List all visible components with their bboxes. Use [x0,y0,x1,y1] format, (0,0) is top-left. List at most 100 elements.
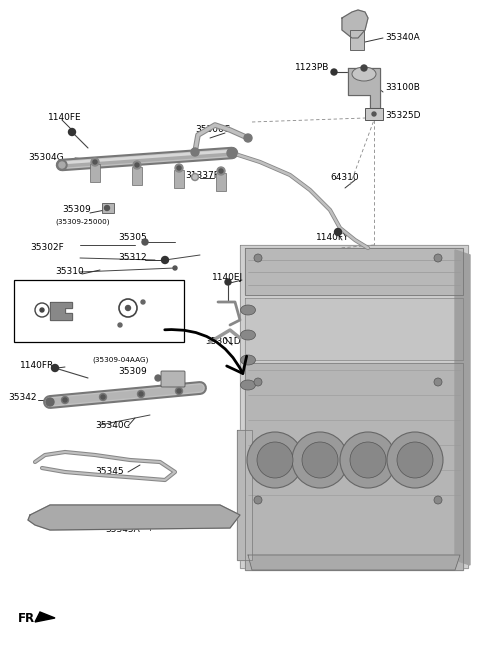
Text: 35302F: 35302F [30,244,64,252]
Text: 35301D: 35301D [205,338,240,346]
Text: 35340C: 35340C [95,420,130,430]
Text: 1140EJ: 1140EJ [212,273,243,283]
Ellipse shape [240,330,255,340]
Circle shape [155,375,161,381]
Text: 1123PB: 1123PB [295,64,329,72]
Text: 35310: 35310 [55,267,84,277]
Polygon shape [245,248,463,295]
Bar [350,30,364,50]
Circle shape [59,162,65,168]
Text: 35340A: 35340A [385,34,420,43]
Circle shape [331,69,337,75]
FancyBboxPatch shape [161,371,185,387]
Polygon shape [455,250,470,565]
Circle shape [434,496,442,504]
Text: 35345A: 35345A [105,526,140,535]
Circle shape [192,173,199,181]
Ellipse shape [240,380,255,390]
Circle shape [302,442,338,478]
Polygon shape [245,363,463,570]
Polygon shape [348,68,380,108]
Circle shape [57,160,67,170]
Text: 1140FE: 1140FE [48,114,82,122]
Circle shape [101,395,105,399]
Bar [216,173,226,191]
Circle shape [175,164,183,172]
Polygon shape [248,555,460,570]
Circle shape [244,134,252,142]
Text: 1140FR: 1140FR [20,361,54,369]
Ellipse shape [240,305,255,315]
Circle shape [93,160,97,164]
Circle shape [105,206,109,210]
Circle shape [177,389,181,393]
Circle shape [46,398,54,406]
Bar [132,167,142,185]
Circle shape [292,432,348,488]
Bar [14,280,184,342]
Ellipse shape [352,67,376,81]
Circle shape [254,378,262,386]
Text: 31337F: 31337F [185,171,219,179]
Circle shape [125,306,131,311]
Text: 35304G: 35304G [28,154,64,162]
Text: 35312: 35312 [118,254,146,263]
Circle shape [257,442,293,478]
Circle shape [133,161,141,169]
Circle shape [254,496,262,504]
Text: 35312H: 35312H [100,290,135,300]
Text: 33815E: 33815E [100,325,134,334]
Circle shape [434,378,442,386]
Circle shape [227,148,237,158]
Bar [365,108,383,120]
Circle shape [350,442,386,478]
Text: 35342: 35342 [8,394,36,403]
Circle shape [191,148,199,156]
Polygon shape [28,505,240,530]
Bar [90,164,100,182]
Polygon shape [342,10,368,38]
Polygon shape [240,245,468,568]
Text: 35312J: 35312J [22,290,53,300]
Text: 35312A: 35312A [22,325,57,334]
Circle shape [177,166,181,170]
Text: 35306C: 35306C [195,125,230,135]
Text: 64310: 64310 [330,173,359,183]
Circle shape [99,394,107,401]
FancyArrowPatch shape [165,330,247,373]
Circle shape [118,323,122,327]
Polygon shape [35,612,55,622]
Circle shape [69,129,75,135]
Circle shape [387,432,443,488]
Circle shape [141,300,145,304]
Circle shape [397,442,433,478]
Circle shape [173,266,177,270]
Circle shape [340,432,396,488]
Circle shape [91,158,99,166]
Circle shape [176,388,182,394]
Text: 35325D: 35325D [385,110,420,120]
Circle shape [61,397,69,403]
Polygon shape [245,298,463,360]
Circle shape [217,167,225,175]
Circle shape [135,163,139,167]
Circle shape [193,175,197,179]
Text: 33100B: 33100B [385,83,420,93]
Circle shape [40,308,44,312]
Text: 35309: 35309 [62,206,91,214]
Circle shape [63,398,67,402]
Circle shape [51,365,59,371]
Circle shape [335,229,341,235]
Circle shape [137,390,144,397]
Circle shape [219,169,223,173]
Text: (35309-04AAG): (35309-04AAG) [92,357,148,363]
Circle shape [139,392,143,396]
Text: 35305: 35305 [118,233,147,242]
Polygon shape [237,430,252,560]
Polygon shape [50,302,72,320]
Text: 35309: 35309 [118,367,147,376]
Bar [102,203,114,213]
Bar [174,170,184,188]
Circle shape [247,432,303,488]
Circle shape [161,256,168,263]
